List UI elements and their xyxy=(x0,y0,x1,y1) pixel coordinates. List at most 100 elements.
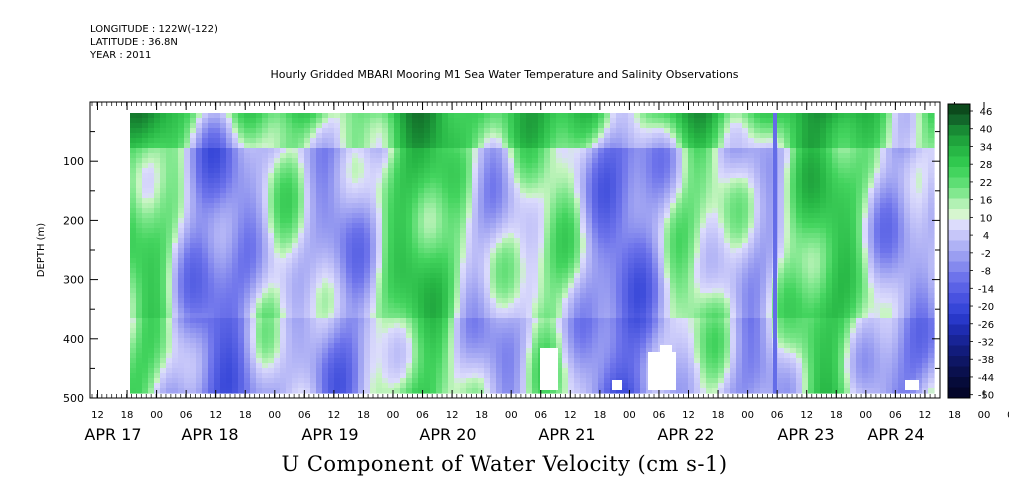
heat-cell xyxy=(658,333,665,339)
heat-cell xyxy=(598,288,605,294)
heat-cell xyxy=(214,178,221,184)
heat-cell xyxy=(352,248,359,254)
heat-cell xyxy=(178,383,185,389)
heat-cell xyxy=(424,378,431,384)
heat-cell xyxy=(322,168,329,174)
heat-cell xyxy=(208,203,215,209)
heat-cell xyxy=(304,293,311,299)
heat-cell xyxy=(652,203,659,209)
heat-cell xyxy=(484,358,491,364)
heat-cell xyxy=(610,143,617,149)
heat-cell xyxy=(154,158,161,164)
heat-cell xyxy=(328,288,335,294)
heat-cell xyxy=(478,163,485,169)
heat-cell xyxy=(352,263,359,269)
heat-cell xyxy=(634,323,641,329)
heat-cell xyxy=(550,173,557,179)
heat-cell xyxy=(226,173,233,179)
heat-cell xyxy=(226,128,233,134)
heat-cell xyxy=(610,338,617,344)
heat-cell xyxy=(454,313,461,319)
heat-cell xyxy=(412,253,419,259)
heat-cell xyxy=(532,378,539,384)
heat-cell xyxy=(484,243,491,249)
heat-cell xyxy=(466,263,473,269)
heat-cell xyxy=(190,313,197,319)
heat-cell xyxy=(202,258,209,264)
heat-cell xyxy=(316,333,323,339)
heat-cell xyxy=(430,353,437,359)
heat-cell xyxy=(532,303,539,309)
heat-cell xyxy=(424,113,431,119)
heat-cell xyxy=(502,303,509,309)
heat-cell xyxy=(208,248,215,254)
heat-cell xyxy=(580,253,587,259)
heat-cell xyxy=(268,258,275,264)
heat-cell xyxy=(274,138,281,144)
heat-cell xyxy=(478,188,485,194)
heat-cell xyxy=(520,208,527,214)
heat-cell xyxy=(382,128,389,134)
heat-cell xyxy=(172,278,179,284)
heat-cell xyxy=(580,278,587,284)
heat-cell xyxy=(562,293,569,299)
heat-cell xyxy=(160,253,167,259)
heat-cell xyxy=(400,343,407,349)
heat-cell xyxy=(358,323,365,329)
heat-cell xyxy=(592,363,599,369)
heat-cell xyxy=(172,333,179,339)
heat-cell xyxy=(376,323,383,329)
heat-cell xyxy=(316,298,323,304)
heat-cell xyxy=(250,373,257,379)
heat-cell xyxy=(202,113,209,119)
heat-cell xyxy=(454,363,461,369)
heat-cell xyxy=(526,143,533,149)
heat-cell xyxy=(166,218,173,224)
heat-cell xyxy=(490,263,497,269)
heat-cell xyxy=(250,158,257,164)
heat-cell xyxy=(208,238,215,244)
heat-cell xyxy=(610,368,617,374)
heat-cell xyxy=(532,358,539,364)
heat-cell xyxy=(406,363,413,369)
heat-cell xyxy=(184,318,191,324)
heat-cell xyxy=(316,183,323,189)
heat-cell xyxy=(292,378,299,384)
heat-cell xyxy=(526,328,533,334)
heat-cell xyxy=(562,318,569,324)
heat-cell xyxy=(304,148,311,154)
heat-cell xyxy=(298,153,305,159)
heat-cell xyxy=(208,373,215,379)
heat-cell xyxy=(436,343,443,349)
heat-cell xyxy=(316,378,323,384)
heat-cell xyxy=(574,208,581,214)
heat-cell xyxy=(376,383,383,389)
heat-cell xyxy=(508,168,515,174)
heat-cell xyxy=(646,208,653,214)
heat-cell xyxy=(340,288,347,294)
heat-cell xyxy=(142,188,149,194)
heat-cell xyxy=(622,173,629,179)
heat-cell xyxy=(262,273,269,279)
heat-cell xyxy=(520,178,527,184)
heat-cell xyxy=(526,178,533,184)
heat-cell xyxy=(646,133,653,139)
heat-cell xyxy=(376,188,383,194)
heat-cell xyxy=(526,273,533,279)
heat-cell xyxy=(136,368,143,374)
heat-cell xyxy=(598,283,605,289)
heat-cell xyxy=(196,343,203,349)
heat-cell xyxy=(346,223,353,229)
heat-cell xyxy=(160,158,167,164)
heat-cell xyxy=(274,258,281,264)
heat-cell xyxy=(262,318,269,324)
heat-cell xyxy=(136,113,143,119)
heat-cell xyxy=(298,373,305,379)
heat-cell xyxy=(298,173,305,179)
heat-cell xyxy=(526,373,533,379)
heat-cell xyxy=(496,338,503,344)
heat-cell xyxy=(232,293,239,299)
heat-cell xyxy=(400,303,407,309)
heat-cell xyxy=(160,193,167,199)
heat-cell xyxy=(412,183,419,189)
